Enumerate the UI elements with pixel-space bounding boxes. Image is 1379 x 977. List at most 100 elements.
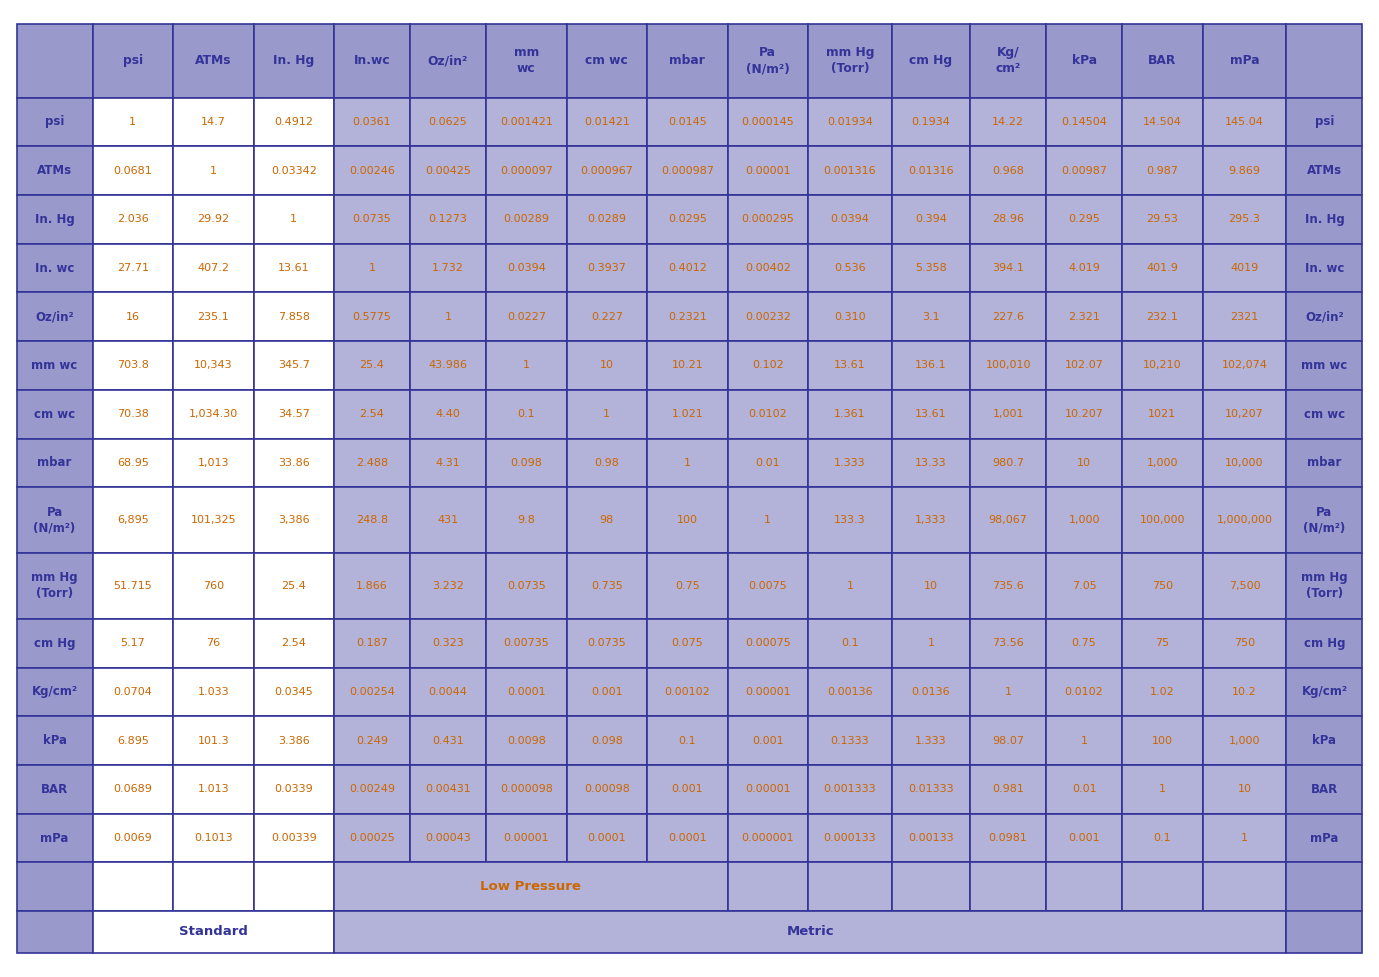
Bar xyxy=(808,195,892,243)
Text: 0.0981: 0.0981 xyxy=(989,833,1027,843)
Text: Oz/in²: Oz/in² xyxy=(427,55,469,67)
Bar xyxy=(567,439,647,488)
Bar xyxy=(17,390,92,439)
Bar xyxy=(485,814,567,863)
Bar xyxy=(334,553,410,618)
Text: 0.0098: 0.0098 xyxy=(507,736,546,745)
Bar xyxy=(567,390,647,439)
Bar xyxy=(1123,341,1202,390)
Bar xyxy=(1047,98,1123,147)
Bar xyxy=(254,243,334,292)
Bar xyxy=(17,24,92,98)
Text: 34.57: 34.57 xyxy=(277,409,310,419)
Bar xyxy=(17,147,92,195)
Text: 76: 76 xyxy=(207,638,221,648)
Text: 401.9: 401.9 xyxy=(1146,263,1178,273)
Text: 0.0227: 0.0227 xyxy=(507,312,546,321)
Bar xyxy=(892,765,969,814)
Text: 760: 760 xyxy=(203,581,223,591)
Text: 0.1: 0.1 xyxy=(1154,833,1171,843)
Bar xyxy=(92,814,172,863)
Text: 1,000: 1,000 xyxy=(1069,515,1100,526)
Bar xyxy=(1123,439,1202,488)
Bar xyxy=(334,863,728,912)
Bar xyxy=(17,195,92,243)
Bar xyxy=(172,439,254,488)
Text: 0.098: 0.098 xyxy=(590,736,623,745)
Text: In. wc: In. wc xyxy=(1305,262,1345,275)
Bar xyxy=(647,553,728,618)
Text: 10: 10 xyxy=(600,361,614,370)
Bar xyxy=(334,292,410,341)
Bar xyxy=(1287,341,1362,390)
Bar xyxy=(1202,390,1287,439)
Text: 1.732: 1.732 xyxy=(432,263,463,273)
Bar xyxy=(92,24,172,98)
Bar xyxy=(485,667,567,716)
Text: 0.00001: 0.00001 xyxy=(745,165,790,176)
Text: 101,325: 101,325 xyxy=(190,515,236,526)
Bar xyxy=(334,243,410,292)
Bar xyxy=(334,341,410,390)
Text: 1,034.30: 1,034.30 xyxy=(189,409,239,419)
Text: 4.40: 4.40 xyxy=(436,409,461,419)
Text: 0.0625: 0.0625 xyxy=(429,117,467,127)
Bar xyxy=(1047,439,1123,488)
Text: 0.0075: 0.0075 xyxy=(749,581,787,591)
Bar xyxy=(1047,553,1123,618)
Text: 0.0295: 0.0295 xyxy=(667,214,706,225)
Text: 0.0145: 0.0145 xyxy=(667,117,706,127)
Bar xyxy=(647,98,728,147)
Bar xyxy=(1123,24,1202,98)
Text: 0.2321: 0.2321 xyxy=(667,312,706,321)
Bar xyxy=(92,667,172,716)
Bar xyxy=(410,243,485,292)
Bar xyxy=(647,341,728,390)
Text: 1.013: 1.013 xyxy=(197,785,229,794)
Bar xyxy=(1123,667,1202,716)
Bar xyxy=(892,341,969,390)
Bar xyxy=(969,292,1047,341)
Text: 4.019: 4.019 xyxy=(1069,263,1100,273)
Text: 0.01934: 0.01934 xyxy=(827,117,873,127)
Text: 75: 75 xyxy=(1156,638,1169,648)
Text: 25.4: 25.4 xyxy=(281,581,306,591)
Text: 0.431: 0.431 xyxy=(432,736,463,745)
Bar xyxy=(567,24,647,98)
Bar xyxy=(808,863,892,912)
Text: 0.98: 0.98 xyxy=(594,458,619,468)
Bar xyxy=(808,553,892,618)
Bar xyxy=(334,439,410,488)
Text: mm Hg
(Torr): mm Hg (Torr) xyxy=(1302,572,1347,601)
Text: 0.1: 0.1 xyxy=(678,736,696,745)
Text: 25.4: 25.4 xyxy=(360,361,385,370)
Text: 14.22: 14.22 xyxy=(992,117,1025,127)
Bar xyxy=(1123,390,1202,439)
Text: 431: 431 xyxy=(437,515,459,526)
Bar xyxy=(1047,243,1123,292)
Text: ATMs: ATMs xyxy=(37,164,72,177)
Text: 10,210: 10,210 xyxy=(1143,361,1182,370)
Text: 100,000: 100,000 xyxy=(1139,515,1185,526)
Bar xyxy=(808,439,892,488)
Text: Pa
(N/m²): Pa (N/m²) xyxy=(33,506,76,534)
Bar xyxy=(1047,863,1123,912)
Bar xyxy=(808,814,892,863)
Bar xyxy=(728,147,808,195)
Bar xyxy=(969,195,1047,243)
Text: In. wc: In. wc xyxy=(34,262,74,275)
Text: 2.321: 2.321 xyxy=(1069,312,1100,321)
Text: 6.895: 6.895 xyxy=(117,736,149,745)
Bar xyxy=(808,292,892,341)
Text: 0.187: 0.187 xyxy=(356,638,387,648)
Text: 750: 750 xyxy=(1151,581,1174,591)
Bar xyxy=(172,488,254,553)
Text: mm wc: mm wc xyxy=(1302,359,1347,372)
Text: 1.333: 1.333 xyxy=(834,458,866,468)
Bar xyxy=(1202,195,1287,243)
Text: mPa: mPa xyxy=(1230,55,1259,67)
Bar xyxy=(567,814,647,863)
Bar xyxy=(334,716,410,765)
Bar xyxy=(1047,618,1123,667)
Text: 0.00133: 0.00133 xyxy=(909,833,954,843)
